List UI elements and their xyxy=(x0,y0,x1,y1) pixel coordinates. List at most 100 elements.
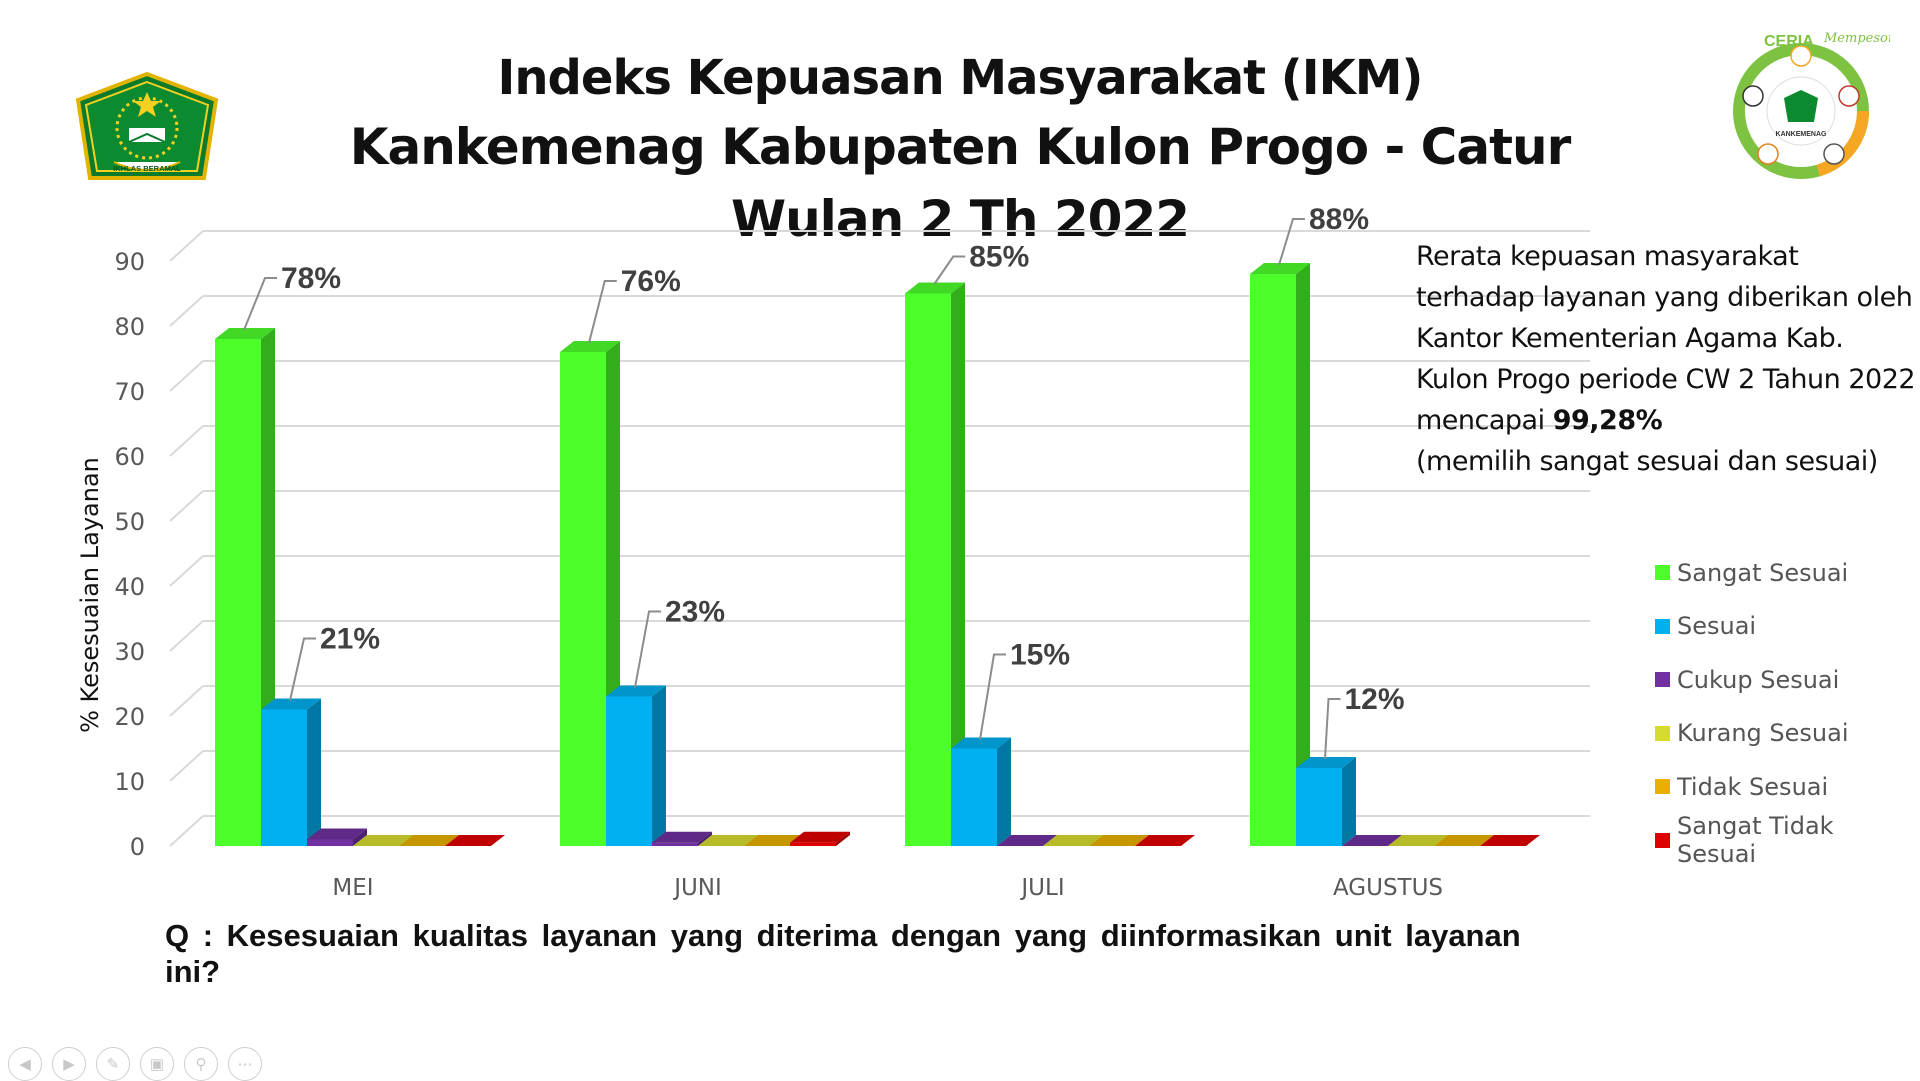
bar-top xyxy=(399,835,459,846)
data-label: 88% xyxy=(1309,203,1369,236)
data-label: 12% xyxy=(1345,683,1405,716)
chart-grid xyxy=(169,230,1590,847)
bar-top xyxy=(1250,263,1310,274)
leader-line xyxy=(1278,218,1305,266)
previous-icon[interactable]: ◀ xyxy=(8,1047,42,1081)
leader-line xyxy=(243,277,277,331)
bar-side xyxy=(353,828,367,846)
summary-highlight: 99,28% xyxy=(1552,405,1663,436)
leader-line xyxy=(933,255,966,286)
legend-label: Sesuai xyxy=(1677,612,1757,641)
gridline-depth xyxy=(169,750,204,782)
legend-item: Tidak Sesuai xyxy=(1655,760,1920,814)
slides-icon[interactable]: ▣ xyxy=(140,1047,174,1081)
x-tick-label: MEI xyxy=(332,875,373,901)
bar-top xyxy=(1135,835,1195,846)
legend-item: Sangat Tidak Sesuai xyxy=(1655,812,1920,869)
legend-label: Cukup Sesuai xyxy=(1677,665,1840,694)
logo-left-text: IKHLAS BERAMAL xyxy=(113,164,181,173)
leader-line xyxy=(588,280,617,344)
bar-series xyxy=(215,263,1540,846)
bar xyxy=(905,293,951,846)
x-tick-label: JUNI xyxy=(672,875,722,901)
gridline-depth xyxy=(169,620,204,652)
bar xyxy=(652,842,698,846)
y-tick-label: 60 xyxy=(114,443,145,471)
leader-line xyxy=(979,653,1006,740)
gridline-depth xyxy=(169,360,204,392)
gridline-depth xyxy=(169,490,204,522)
next-icon[interactable]: ▶ xyxy=(52,1047,86,1081)
y-tick-label: 70 xyxy=(114,378,145,406)
legend-swatch xyxy=(1655,618,1670,634)
gridline-depth xyxy=(169,815,204,847)
gridline-depth xyxy=(169,555,204,587)
y-tick-label: 50 xyxy=(114,508,145,536)
slide-navigation: ◀ ▶ ✎ ▣ ⚲ ⋯ xyxy=(8,1047,262,1081)
bar-top xyxy=(1296,757,1356,768)
legend-label: Sangat Tidak Sesuai xyxy=(1676,812,1834,869)
bar xyxy=(307,839,353,846)
bar-top xyxy=(951,737,1011,749)
y-tick-label: 0 xyxy=(130,833,145,861)
bar-top xyxy=(353,835,413,846)
data-label: 85% xyxy=(969,241,1029,274)
bar-side xyxy=(698,831,712,846)
bar-top xyxy=(445,835,505,846)
gridline-depth xyxy=(169,230,204,262)
leader-line xyxy=(1324,698,1341,760)
bar-top xyxy=(790,831,850,843)
ceria-logo: CERIA Mempesona KANKEMENAG xyxy=(1733,31,1890,179)
legend-item: Sesuai xyxy=(1655,600,1920,654)
bar-side xyxy=(1342,757,1356,846)
y-axis-label: % Kesesuaian Layanan xyxy=(76,457,104,733)
chart-title: Indeks Kepuasan Masyarakat (IKM) Kankeme… xyxy=(260,45,1660,255)
bar xyxy=(790,842,836,846)
bar xyxy=(1296,768,1342,846)
gridline-depth xyxy=(169,425,204,457)
x-tick-label: JULI xyxy=(1019,875,1064,901)
data-label: 76% xyxy=(621,265,681,298)
bar-top xyxy=(1043,835,1103,846)
bar-top xyxy=(1342,835,1402,846)
pen-icon[interactable]: ✎ xyxy=(96,1047,130,1081)
summary-text: Rerata kepuasan masyarakat terhadap laya… xyxy=(1416,241,1916,436)
bar-top xyxy=(215,328,275,339)
bar xyxy=(951,748,997,846)
bar-top xyxy=(652,831,712,843)
bar-top xyxy=(606,685,666,697)
question-text: Q : Kesesuaian kualitas layanan yang dit… xyxy=(165,918,1521,989)
bar xyxy=(1250,274,1296,846)
gridline-depth xyxy=(169,685,204,717)
bar-top xyxy=(698,835,758,846)
bar-side xyxy=(951,282,965,846)
data-label: 15% xyxy=(1010,639,1070,672)
legend-swatch xyxy=(1655,725,1670,741)
title-line-1: Indeks Kepuasan Masyarakat (IKM) xyxy=(497,50,1424,106)
bar-side xyxy=(652,685,666,846)
kemenag-logo: IKHLAS BERAMAL xyxy=(75,71,219,180)
bar-top xyxy=(744,835,804,846)
logo-right-text: CERIA xyxy=(1764,33,1814,50)
summary-tail: (memilih sangat sesuai dan sesuai) xyxy=(1416,446,1878,477)
y-tick-label: 40 xyxy=(114,573,145,601)
legend-swatch xyxy=(1655,565,1670,581)
zoom-icon[interactable]: ⚲ xyxy=(184,1047,218,1081)
x-tick-label: AGUSTUS xyxy=(1333,875,1443,901)
bar-top xyxy=(261,698,321,710)
data-label: 78% xyxy=(281,262,341,295)
bar-top xyxy=(1434,835,1494,846)
bar-top xyxy=(307,828,367,840)
bar-top xyxy=(560,341,620,352)
bar-top xyxy=(1480,835,1540,846)
bar-side xyxy=(1296,263,1310,846)
gridline-depth xyxy=(169,295,204,327)
more-icon[interactable]: ⋯ xyxy=(228,1047,262,1081)
legend-item: Cukup Sesuai xyxy=(1655,653,1920,707)
legend-swatch xyxy=(1655,832,1670,848)
data-label: 23% xyxy=(665,596,725,629)
legend-item: Kurang Sesuai xyxy=(1655,707,1920,761)
leader-line xyxy=(634,610,661,688)
chart-legend: Sangat Sesuai Sesuai Cukup Sesuai Kurang Se… xyxy=(1655,546,1920,869)
legend-label: Sangat Sesuai xyxy=(1677,558,1849,587)
